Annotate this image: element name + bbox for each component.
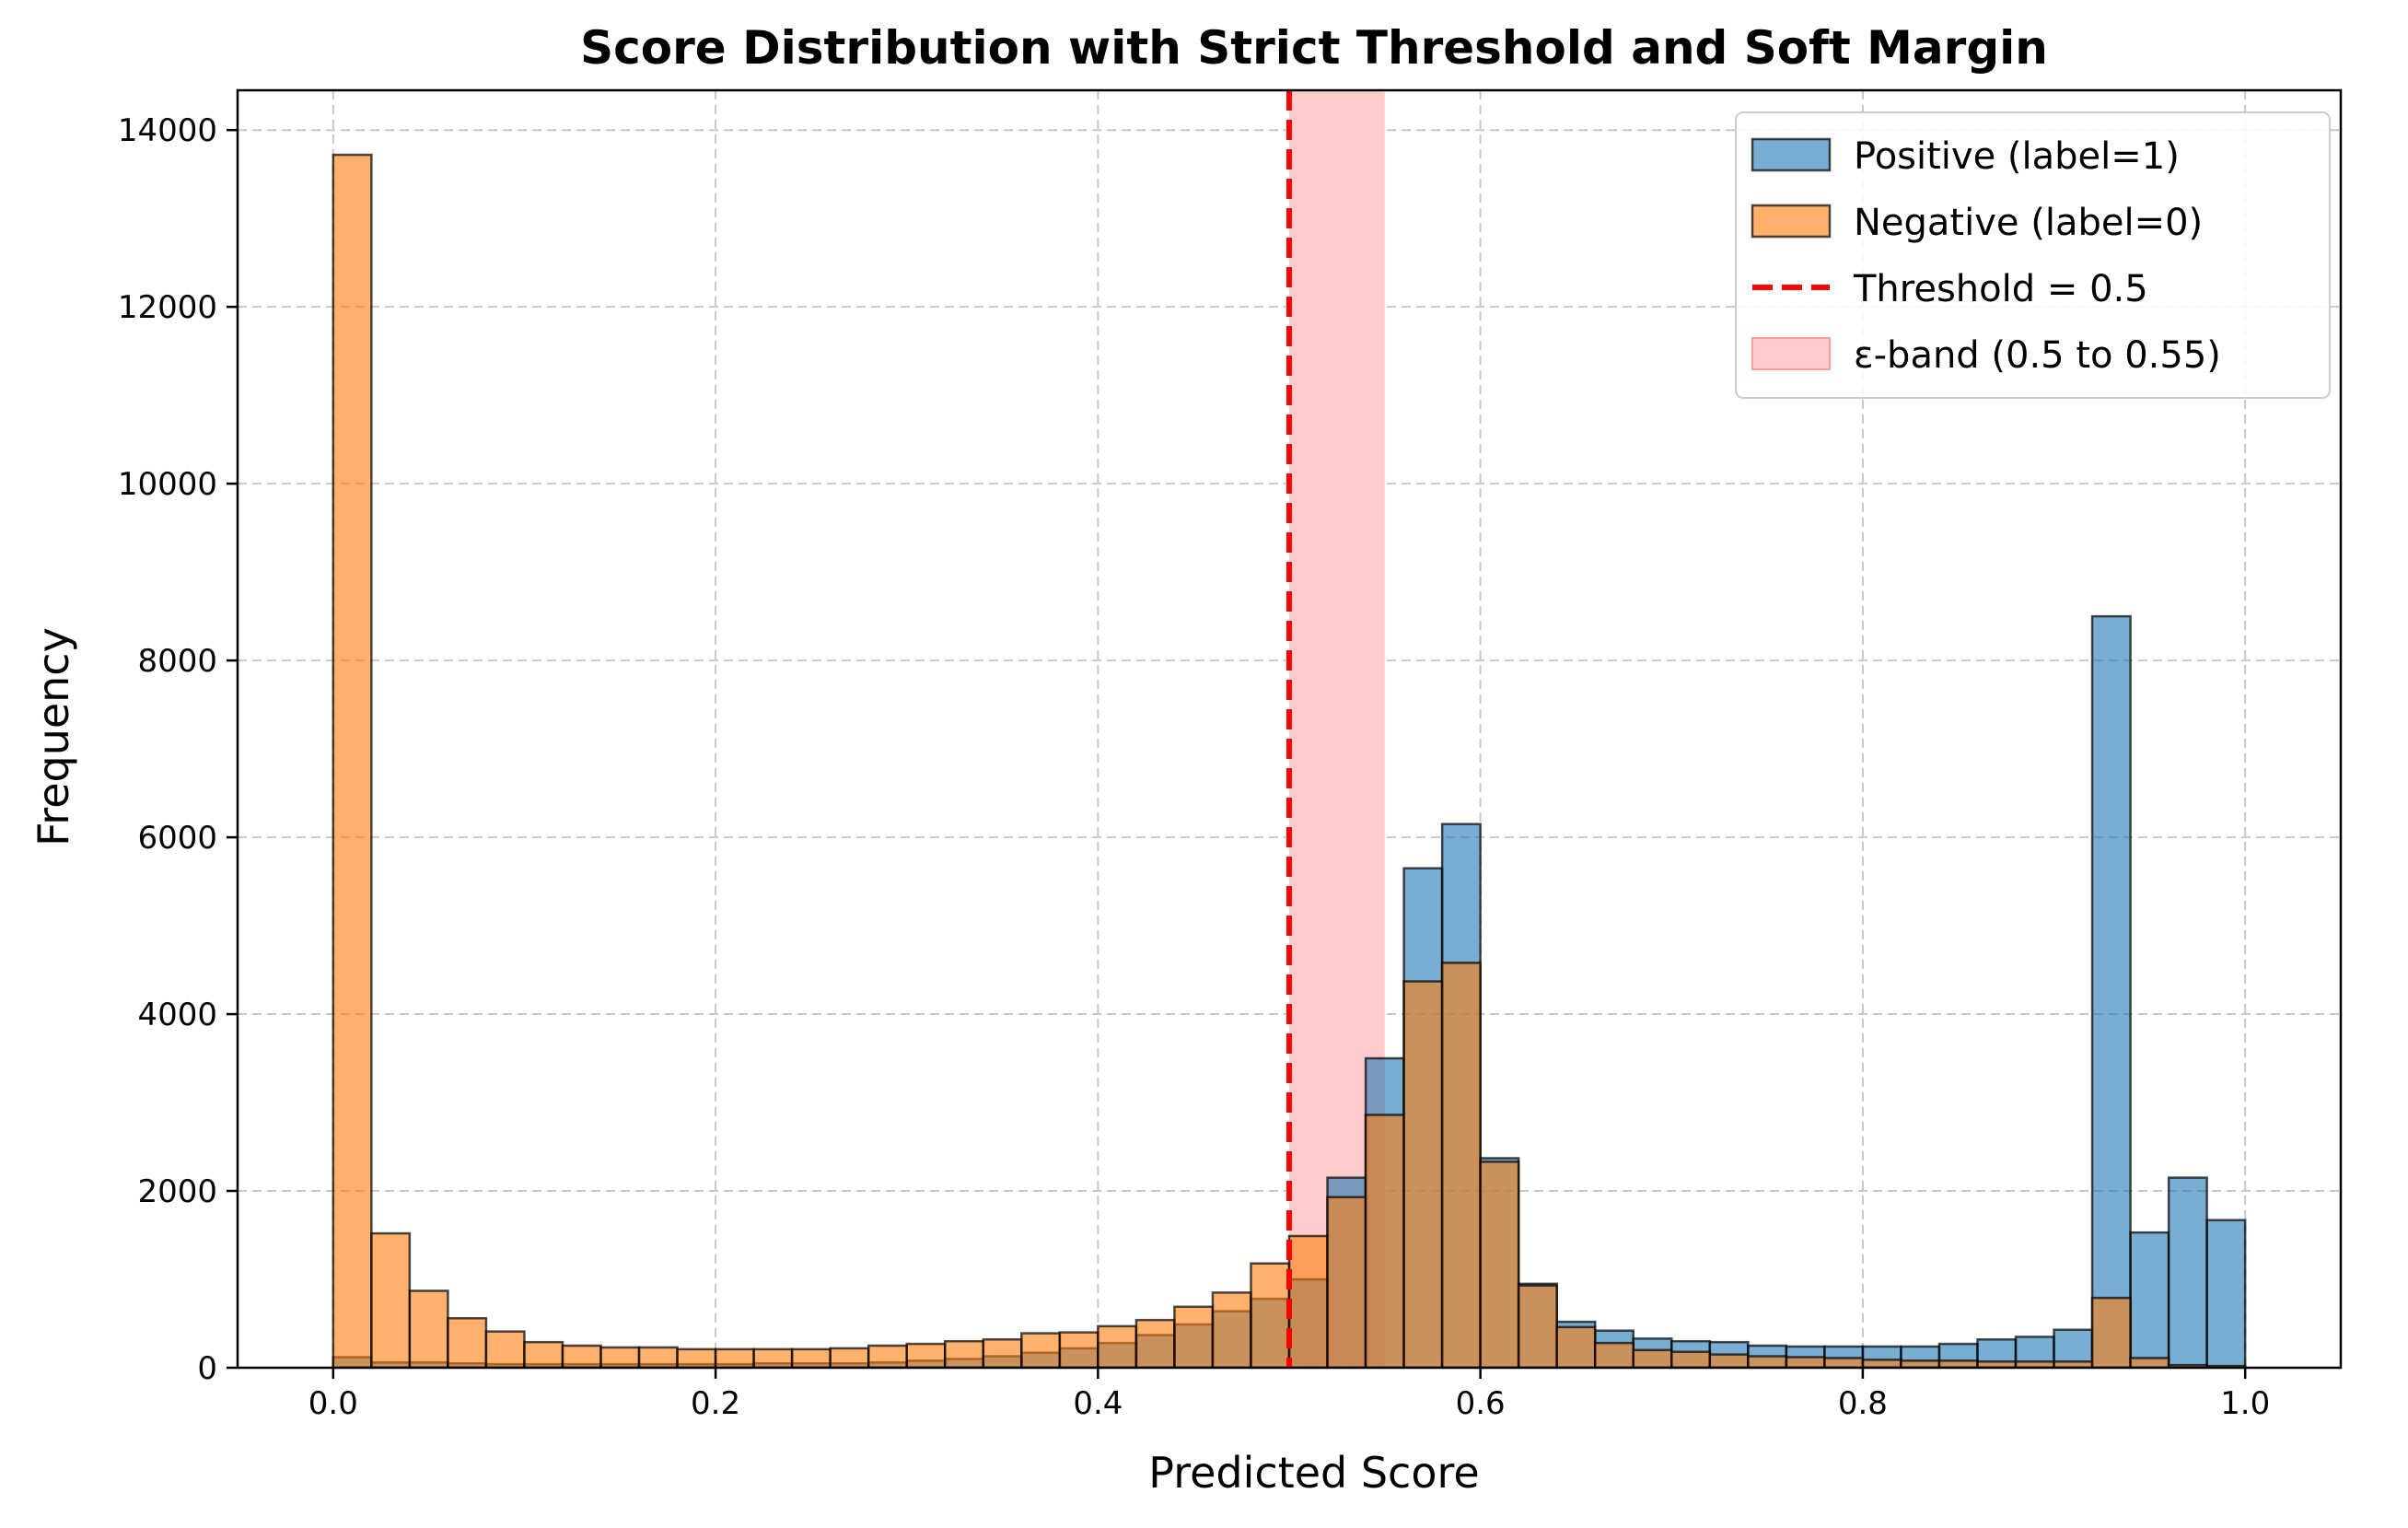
y-tick-label: 6000	[137, 820, 217, 857]
histogram-bar	[1632, 1348, 1673, 1368]
histogram-bar	[2167, 1176, 2208, 1368]
y-tick-label: 2000	[137, 1173, 217, 1210]
legend-label: Positive (label=1)	[1854, 135, 2180, 178]
histogram-bar	[1134, 1318, 1176, 1368]
legend-item-band: ε-band (0.5 to 0.55)	[1751, 334, 2221, 377]
histogram-bar	[1326, 1196, 1367, 1368]
y-tick-label: 0	[197, 1350, 217, 1387]
histogram-bar	[1097, 1324, 1138, 1368]
x-tick-label: 0.8	[1838, 1385, 1888, 1422]
histogram-bar	[2090, 614, 2132, 1368]
histogram-bar	[1479, 1161, 1520, 1368]
legend-label: ε-band (0.5 to 0.55)	[1854, 334, 2221, 377]
y-tick-label: 4000	[137, 997, 217, 1033]
histogram-bar	[2129, 1231, 2170, 1368]
histogram-bar	[905, 1342, 947, 1368]
histogram-bar	[1785, 1356, 1826, 1368]
histogram-bar	[1058, 1331, 1099, 1368]
histogram-bar	[2090, 1296, 2132, 1368]
legend-swatch	[1751, 137, 1832, 172]
plot-area: 0.0 0.2 0.4 0.6 0.8 1.0 0 2000 4000 6000 8000 10000…	[118, 88, 2343, 1422]
histogram-bar	[1555, 1325, 1597, 1368]
y-tick-label: 10000	[118, 466, 217, 503]
histogram-bar	[752, 1347, 794, 1368]
histogram-bar	[447, 1316, 488, 1368]
histogram-bar	[790, 1347, 832, 1368]
y-tick-label: 8000	[137, 643, 217, 680]
legend-label: Negative (label=0)	[1854, 202, 2203, 244]
histogram-bar	[1402, 980, 1444, 1368]
x-tick-label: 0.2	[691, 1385, 740, 1422]
legend: Positive (label=1) Negative (label=0) Thre…	[1735, 111, 2331, 399]
y-tick-label: 14000	[118, 112, 217, 149]
histogram-bar	[599, 1346, 641, 1368]
histogram-bar	[1287, 1234, 1329, 1368]
histogram-bar	[523, 1340, 564, 1368]
histogram-bar	[1173, 1305, 1215, 1368]
x-tick-label: 0.6	[1456, 1385, 1506, 1422]
x-axis-label: Predicted Score	[1148, 1448, 1479, 1498]
series-negative	[332, 153, 2247, 1368]
axes-frame	[236, 88, 2343, 1370]
histogram-bar	[829, 1347, 870, 1368]
histogram-bar	[2205, 1219, 2247, 1368]
legend-swatch	[1751, 204, 1832, 239]
legend-item-negative: Negative (label=0)	[1751, 202, 2203, 244]
histogram-bar	[1020, 1332, 1062, 1368]
x-tick-label: 1.0	[2220, 1385, 2270, 1422]
x-tick-label: 0.4	[1073, 1385, 1123, 1422]
legend-label: Threshold = 0.5	[1853, 268, 2148, 310]
histogram-bar	[944, 1339, 985, 1368]
histogram-bar	[1517, 1284, 1558, 1368]
histogram-bar	[676, 1347, 717, 1368]
histogram-bar	[982, 1338, 1023, 1368]
histogram-bar	[484, 1330, 526, 1368]
histogram-bar	[637, 1346, 679, 1368]
histogram-bar	[1364, 1114, 1405, 1368]
y-axis-label: Frequency	[29, 627, 78, 846]
plot-content	[332, 90, 2247, 1368]
chart-title: Score Distribution with Strict Threshold…	[580, 21, 2048, 75]
legend-item-threshold: Threshold = 0.5	[1752, 268, 2148, 310]
histogram-bar	[1747, 1355, 1788, 1368]
histogram-bar	[1670, 1350, 1712, 1368]
histogram-bar	[714, 1347, 755, 1368]
histogram-bar	[1708, 1353, 1750, 1368]
histogram-bar	[2129, 1357, 2170, 1368]
legend-box	[1735, 111, 2331, 399]
histogram-bar	[1211, 1291, 1252, 1368]
histogram-bar	[561, 1344, 602, 1368]
histogram-bar	[370, 1231, 412, 1368]
histogram-bar	[1823, 1357, 1865, 1368]
legend-item-positive: Positive (label=1)	[1751, 135, 2180, 178]
histogram-bar	[1440, 962, 1482, 1368]
histogram-bar	[867, 1344, 908, 1368]
y-tick-label: 12000	[118, 289, 217, 326]
histogram-bar	[1861, 1359, 1902, 1368]
histogram-bar	[408, 1289, 449, 1368]
legend-swatch	[1751, 337, 1831, 370]
x-tick-label: 0.0	[308, 1385, 358, 1422]
histogram-bar	[1593, 1341, 1634, 1368]
histogram-bar	[332, 153, 373, 1368]
histogram-bar	[1250, 1262, 1291, 1368]
